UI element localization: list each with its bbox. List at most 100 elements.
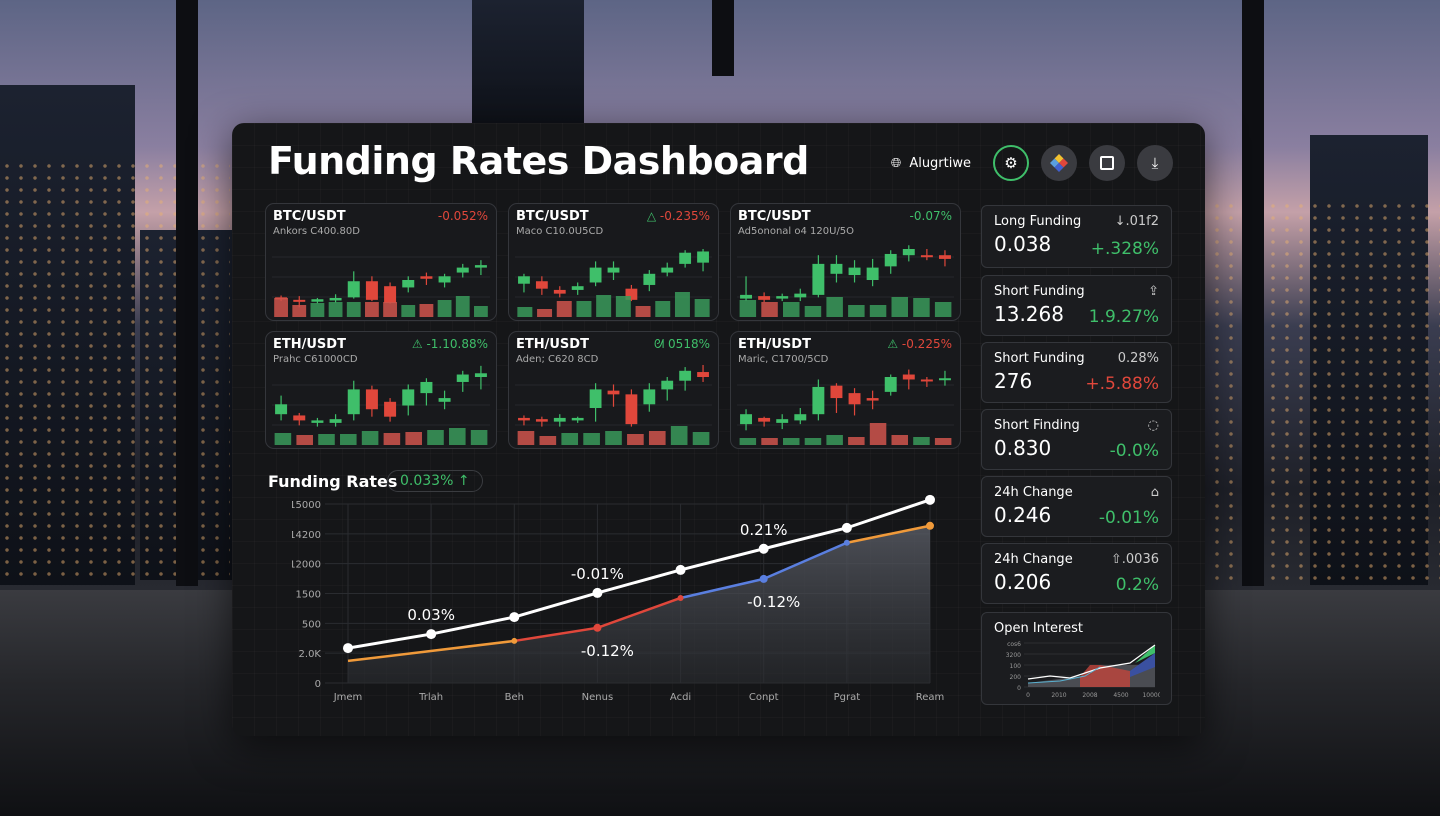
candle-body	[420, 276, 433, 279]
stat-icon: ⇪	[1148, 284, 1159, 299]
volume-bar	[583, 433, 600, 445]
gear-icon: ⚙	[1004, 154, 1018, 172]
download-icon: ⤓	[1151, 154, 1159, 172]
market-card[interactable]: BTC/USDT -0.052% Ankors C400.80D	[265, 203, 497, 321]
stat-card[interactable]: Short Funding 0.28% 276 +.5.88%	[981, 342, 1172, 403]
market-card[interactable]: ETH/USDT ⚠ -1.10.88% Prahc C61000CD	[265, 331, 497, 449]
market-card[interactable]: ETH/USDT ⚠ -0.225% Maric, C1700/5CD	[730, 331, 961, 449]
candle-body	[329, 297, 342, 301]
candle-body	[661, 380, 674, 390]
page-title: Funding Rates Dashboard	[268, 139, 809, 183]
stat-value: 0.206	[994, 570, 1052, 594]
market-card[interactable]: BTC/USDT △ -0.235% Maco C10.0U5CD	[508, 203, 719, 321]
stat-value: 0.830	[994, 436, 1052, 460]
volume-bar	[694, 299, 710, 317]
window-button[interactable]	[1089, 145, 1125, 181]
volume-bar	[296, 435, 313, 445]
stat-card[interactable]: Short Finding ◌ 0.830 -0.0%	[981, 409, 1172, 470]
globe-icon: 🌐︎	[890, 155, 902, 171]
candle-body	[830, 385, 843, 399]
candle-body	[794, 293, 807, 298]
candle-body	[553, 289, 566, 294]
data-label: 0.21%	[740, 521, 788, 539]
open-interest-chart: cos6 3200 100 200 00 2010 2008 4500 10000	[1006, 641, 1160, 699]
volume-bar	[361, 431, 379, 445]
candle-body	[293, 299, 306, 302]
market-change: -0.07%	[910, 209, 952, 223]
volume-bar	[474, 306, 488, 317]
volume-bar	[869, 305, 887, 317]
candle-body	[607, 267, 620, 273]
stat-label: Short Finding	[994, 418, 1080, 433]
candle-body	[329, 419, 342, 423]
funding-rate-badge: 0.033% ↑	[387, 470, 483, 492]
candle-body	[740, 294, 753, 299]
app-logo-button[interactable]	[1041, 145, 1077, 181]
stat-card[interactable]: 24h Change ⌂ 0.246 -0.01%	[981, 476, 1172, 537]
candlestick-chart	[737, 245, 954, 317]
open-interest-card[interactable]: Open Interest cos6 3200 100 200 0 0 2010 2008 45…	[981, 612, 1172, 705]
candle-body	[866, 398, 879, 401]
candle-body	[275, 404, 288, 415]
volume-bar	[670, 426, 688, 445]
candle-body	[518, 417, 530, 421]
data-point	[925, 494, 935, 505]
market-card[interactable]: BTC/USDT -0.07% Ad5ononal o4 120U/5O	[730, 203, 961, 321]
candle-body	[589, 389, 602, 408]
series-line-segment	[514, 626, 598, 643]
series-line-segment	[846, 524, 931, 545]
stat-icon: ↓.01f2	[1114, 214, 1159, 229]
user-menu[interactable]: 🌐︎ Alugrtiwe	[891, 156, 971, 171]
candle-body	[848, 267, 861, 276]
stat-value: 0.246	[994, 503, 1052, 527]
market-alert-icon: ⚠	[887, 337, 899, 351]
candle-body	[420, 381, 433, 394]
stat-card[interactable]: 24h Change ⇧.0036 0.206 0.2%	[981, 543, 1172, 604]
market-change-value: 0518%	[668, 337, 710, 351]
settings-button[interactable]: ⚙	[993, 145, 1029, 181]
market-change: -0.052%	[438, 209, 488, 223]
volume-bar	[340, 434, 357, 445]
stat-card[interactable]: Short Funding ⇪ 13.268 1.9.27%	[981, 275, 1172, 336]
data-point	[841, 522, 852, 533]
volume-bar	[615, 296, 631, 317]
volume-bar	[761, 302, 778, 317]
dashboard-panel: Funding Rates Dashboard 🌐︎ Alugrtiwe ⚙ ⤓ …	[232, 123, 1205, 736]
market-alert-icon: ⚠	[411, 337, 423, 351]
user-label: Alugrtiwe	[909, 155, 971, 171]
candle-body	[518, 276, 530, 284]
candle-body	[347, 389, 360, 415]
candle-body	[625, 394, 638, 425]
y-tick-label: 1500	[296, 590, 321, 601]
volume-bar	[383, 302, 397, 317]
market-card[interactable]: ETH/USDT ᘛ 0518% Aden; C620 8CD	[508, 331, 719, 449]
x-tick-label: Jmem	[333, 692, 363, 703]
stat-label: Short Funding	[994, 284, 1085, 299]
volume-bar	[419, 304, 434, 317]
data-point	[343, 643, 353, 654]
market-pair: ETH/USDT	[273, 337, 346, 352]
volume-bar	[739, 300, 757, 317]
stat-label: Long Funding	[994, 214, 1082, 229]
x-tick-label: Pgrat	[834, 692, 861, 703]
market-pair: BTC/USDT	[738, 209, 811, 224]
volume-bar	[605, 431, 622, 445]
volume-bar	[455, 296, 470, 317]
market-pair: ETH/USDT	[738, 337, 811, 352]
volume-bar	[470, 430, 488, 445]
y-tick-label: 12000	[292, 560, 321, 571]
volume-bar	[848, 305, 865, 317]
download-button[interactable]: ⤓	[1137, 145, 1173, 181]
stat-change: -0.01%	[1098, 508, 1159, 528]
market-change: ⚠ -0.225%	[887, 337, 952, 351]
y-tick-label: 0	[315, 679, 321, 690]
stat-card[interactable]: Long Funding ↓.01f2 0.038 +.328%	[981, 205, 1172, 268]
candle-body	[607, 390, 620, 395]
candle-body	[776, 296, 789, 299]
volume-bar	[405, 432, 422, 445]
y-tick-label: 3200	[1006, 652, 1021, 659]
candle-body	[553, 417, 566, 422]
market-change-value: -1.10.88%	[426, 337, 488, 351]
market-subtitle: Aden; C620 8CD	[516, 354, 599, 365]
area-blue	[1130, 653, 1155, 677]
